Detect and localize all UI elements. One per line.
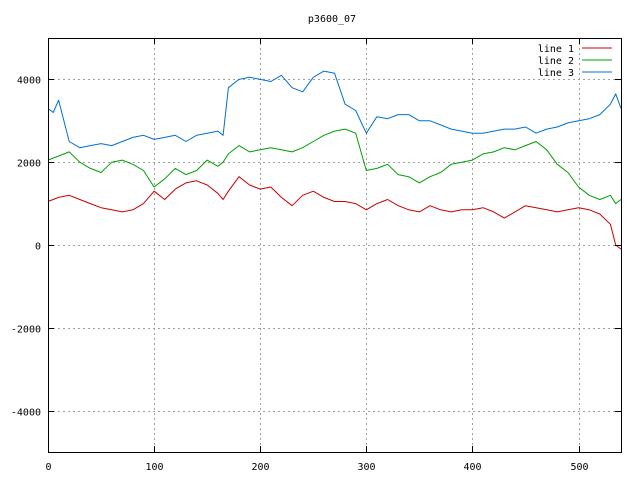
y-tick-label: 4000: [17, 76, 41, 87]
legend-label: line 2: [538, 56, 574, 67]
series-line-1: [47, 176, 622, 250]
legend-label: line 1: [538, 44, 574, 55]
y-tick-label: -4000: [11, 408, 41, 419]
x-tick-label: 300: [357, 462, 375, 473]
grid: [48, 38, 621, 452]
x-tick-label: 200: [251, 462, 269, 473]
chart-title: p3600_07: [308, 14, 356, 25]
y-tick-label: 2000: [17, 159, 41, 170]
series-group: [47, 70, 622, 250]
y-tick-label: 0: [35, 242, 41, 253]
legend-label: line 3: [538, 68, 574, 79]
series-line-2: [47, 128, 622, 205]
series-line-3: [47, 70, 622, 149]
x-tick-label: 100: [145, 462, 163, 473]
x-tick-label: 500: [570, 462, 588, 473]
x-tick-label: 0: [45, 462, 51, 473]
y-tick-label: -2000: [11, 325, 41, 336]
axis-ticks: 0 100 200 300 400 500 -4000 -2000 0 2000 4000: [11, 38, 621, 473]
x-tick-label: 400: [463, 462, 481, 473]
